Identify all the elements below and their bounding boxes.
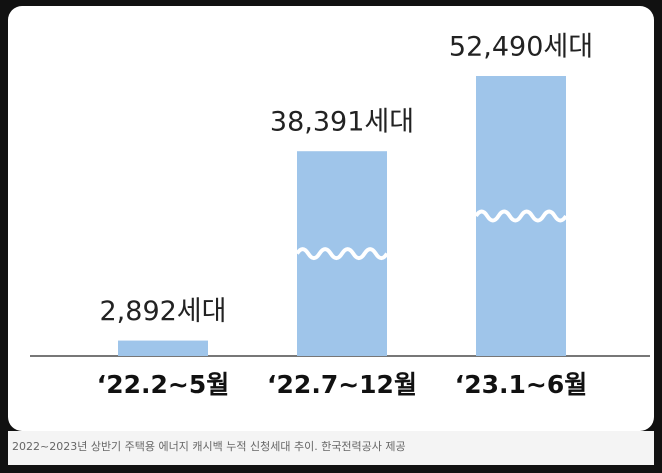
x-tick-label: ‘22.7~12월 <box>267 370 417 399</box>
caption-panel <box>8 431 654 465</box>
caption: 2022~2023년 상반기 주택용 에너지 캐시백 누적 신청세대 추이. 한… <box>12 440 406 453</box>
break-wave <box>474 209 568 223</box>
x-tick-label: ‘22.2~5월 <box>97 370 230 399</box>
bar <box>118 340 208 356</box>
value-label: 38,391세대 <box>270 107 414 138</box>
value-label: 2,892세대 <box>100 296 227 327</box>
value-label: 52,490세대 <box>449 32 593 63</box>
break-wave <box>295 247 389 261</box>
x-tick-label: ‘23.1~6월 <box>455 370 588 399</box>
